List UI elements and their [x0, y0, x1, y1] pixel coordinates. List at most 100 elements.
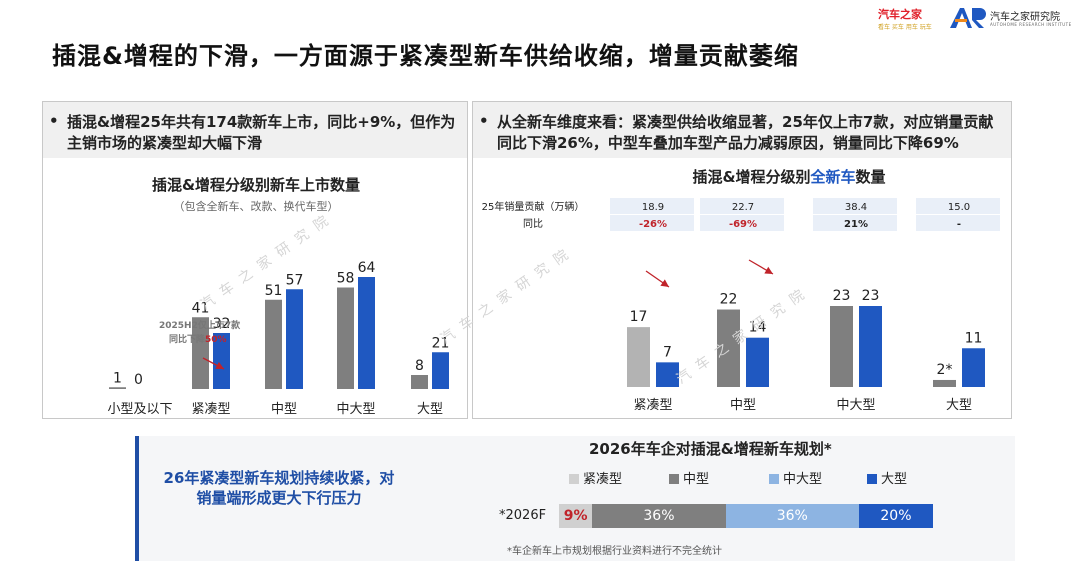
data-label: 7 [663, 344, 672, 360]
x-tick-label: 大型 [417, 402, 443, 417]
legend-label: 中大型 [783, 472, 823, 487]
legend-label: 中型 [683, 472, 710, 487]
right-panel-text: 从全新车维度来看：紧凑型供给收缩显著，25年仅上市7款，对应销量贡献同比下滑26… [497, 113, 994, 152]
table-cell-bg [813, 215, 897, 231]
legend-swatch [669, 474, 679, 484]
x-tick-label: 中型 [730, 398, 756, 413]
bar-2024 [627, 327, 650, 387]
table-cell-bg [916, 215, 1000, 231]
bottom-plan-section: 26年紧凑型新车规划持续收紧，对销量端形成更大下行压力 2026年车企对插混&增… [135, 436, 1015, 561]
bar-2024 [830, 306, 853, 387]
table-cell-bg [813, 198, 897, 214]
x-tick-label: 紧凑型 [633, 398, 672, 413]
x-tick-label: 中大型 [836, 398, 875, 413]
trend-arrow [202, 357, 225, 370]
right-panel-header: • 从全新车维度来看：紧凑型供给收缩显著，25年仅上市7款，对应销量贡献同比下滑… [473, 102, 1011, 158]
bullet-icon: • [49, 112, 59, 130]
trend-arrow [645, 270, 670, 288]
data-label: 22 [720, 292, 738, 308]
data-label: 11 [965, 330, 983, 346]
data-label: 2* [937, 362, 953, 378]
page-title: 插混&增程的下滑，一方面源于紧凑型新车供给收缩，增量贡献萎缩 [52, 42, 799, 70]
bar-2024 [337, 287, 354, 389]
bar-2024 [265, 299, 282, 389]
table-cell: 22.7 [732, 202, 754, 213]
data-label: 23 [862, 288, 880, 304]
research-logo-subtext: AUTOHOME RESEARCH INSTITUTE [990, 22, 1072, 27]
bar-2025 [962, 348, 985, 387]
legend-swatch [569, 474, 579, 484]
legend-item: 紧凑型 [569, 468, 623, 487]
bullet-icon: • [479, 112, 489, 130]
right-bar-chart: 插混&增程分级别全新车数量 25年销量贡献（万辆） 同比 18.9 -26% 22.7 -6… [482, 168, 1000, 413]
bar-2025 [213, 333, 230, 389]
chart-subtitle: （包含全新车、改款、换代车型） [174, 199, 339, 213]
bar-2025 [432, 352, 449, 389]
x-tick-label: 紧凑型 [191, 402, 230, 417]
legend-swatch [867, 474, 877, 484]
data-label: 64 [358, 260, 376, 276]
bar-2025 [358, 277, 375, 389]
ar-logo-icon [950, 8, 986, 28]
data-label: 17 [630, 309, 648, 325]
table-cell-bg [610, 198, 694, 214]
bar-2024 [933, 379, 956, 387]
chart-title: 插混&增程分级别新车上市数量 [152, 176, 360, 194]
autohome-logo-text: 汽车之家 [878, 8, 922, 21]
bar-segment: 9% [559, 504, 593, 528]
right-panel: • 从全新车维度来看：紧凑型供给收缩显著，25年仅上市7款，对应销量贡献同比下滑… [472, 101, 1012, 419]
bar-2025 [859, 306, 882, 387]
data-label: 58 [337, 271, 355, 287]
x-tick-label: 大型 [946, 398, 972, 413]
legend-item: 中型 [669, 468, 710, 487]
data-label: 1 [113, 370, 122, 386]
legend-item: 大型 [867, 468, 907, 487]
trend-arrow [748, 259, 774, 275]
table-cell: 18.9 [642, 202, 664, 213]
left-bar-chart: 插混&增程分级别新车上市数量 （包含全新车、改款、换代车型） 1 0 小型及以下 4132… [107, 176, 450, 417]
x-tick-label: 中型 [271, 402, 297, 417]
data-label: 41 [192, 300, 210, 316]
table-cell-bg [916, 198, 1000, 214]
table-row-label: 同比 [523, 218, 543, 230]
table-cell-bg [610, 215, 694, 231]
data-label: 0 [134, 372, 143, 388]
research-logo-text: 汽车之家研究院 [990, 12, 1060, 23]
bar-2024 [192, 317, 209, 389]
bar-2024 [109, 387, 126, 389]
autohome-logo: 汽车之家 看车 买车 用车 玩车 [878, 6, 940, 34]
table-cell: 38.4 [845, 202, 867, 213]
left-panel-text: 插混&增程25年共有174款新车上市，同比+9%，但作为主销市场的紧凑型却大幅下… [67, 113, 456, 152]
left-panel-header: • 插混&增程25年共有174款新车上市，同比+9%，但作为主销市场的紧凑型却大… [43, 102, 467, 158]
chart-title: 插混&增程分级别全新车数量 [692, 168, 885, 186]
data-label: 8 [415, 358, 424, 374]
table-cell-bg [700, 215, 784, 231]
table-row-label: 25年销量贡献（万辆） [482, 200, 585, 213]
bar-segment: 36% [725, 504, 859, 528]
data-label: 51 [265, 283, 283, 299]
research-institute-logo: 汽车之家研究院 AUTOHOME RESEARCH INSTITUTE [948, 6, 1074, 36]
data-label: 32 [213, 316, 231, 332]
legend-swatch [769, 474, 779, 484]
bar-2025 [746, 337, 769, 387]
bar-segment: 36% [592, 504, 726, 528]
table-cell: -69% [729, 219, 757, 230]
legend-label: 紧凑型 [583, 472, 623, 487]
data-label: 14 [749, 320, 767, 336]
annotation-line1: 2025H2仅上市7款 [159, 319, 241, 331]
bottom-callout-text: 26年紧凑型新车规划持续收紧，对销量端形成更大下行压力 [163, 469, 395, 507]
plan-stacked-bar: 9% 36% 36% 20% [559, 504, 933, 528]
plan-footnote: *车企新车上市规划根据行业资料进行不完全统计 [507, 546, 722, 557]
table-cell: -26% [639, 219, 667, 230]
bar-2025 [656, 362, 679, 387]
left-panel: • 插混&增程25年共有174款新车上市，同比+9%，但作为主销市场的紧凑型却大… [42, 101, 468, 419]
table-cell: 15.0 [948, 202, 970, 213]
data-label: 21 [432, 335, 450, 351]
table-cell: 21% [844, 219, 868, 230]
data-label: 23 [833, 288, 851, 304]
table-cell: - [957, 219, 961, 230]
legend-item: 中大型 [769, 468, 823, 487]
bar-2025 [286, 289, 303, 389]
data-label: 57 [286, 272, 304, 288]
plan-chart-title: 2026年车企对插混&增程新车规划* [589, 440, 832, 458]
